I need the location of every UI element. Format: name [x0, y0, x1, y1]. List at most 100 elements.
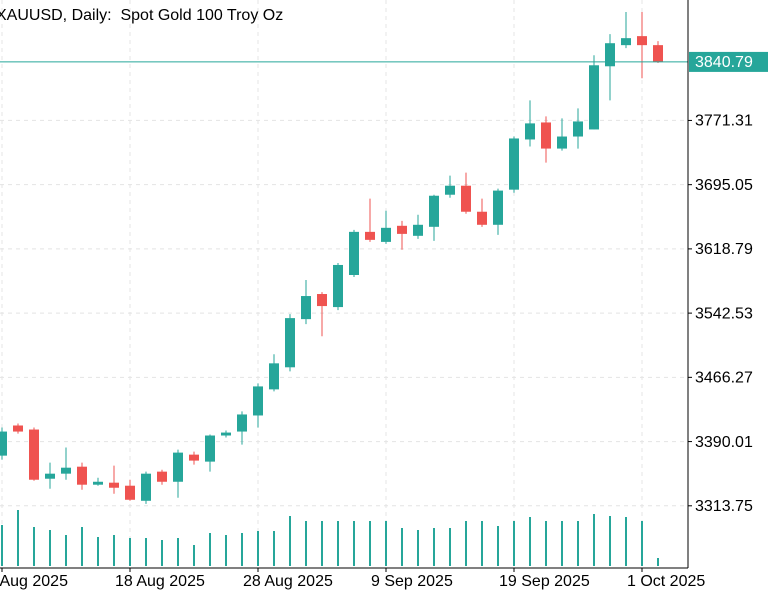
candle-body	[445, 185, 455, 195]
volume-bar	[577, 521, 579, 566]
volume-bar	[657, 558, 659, 566]
candle-body	[269, 363, 279, 390]
candle-body	[477, 211, 487, 225]
volume-bar	[209, 533, 211, 566]
x-tick-label: 8 Aug 2025	[0, 573, 68, 590]
volume-bar	[545, 521, 547, 566]
volume-bar	[305, 521, 307, 566]
candle-body	[493, 190, 503, 225]
candle-body	[285, 318, 295, 368]
candle-body	[141, 473, 151, 501]
volume-bar	[385, 521, 387, 566]
volume-bar	[129, 538, 131, 566]
volume-bar	[481, 521, 483, 566]
candle-body	[253, 386, 263, 416]
price-label-box	[689, 51, 768, 72]
y-tick-label: 3542.53	[695, 305, 753, 322]
x-tick-label: 1 Oct 2025	[627, 573, 705, 590]
volume-bar	[401, 528, 403, 566]
candle-body	[573, 121, 583, 137]
volume-bar	[497, 526, 499, 566]
y-tick-label: 3771.31	[695, 113, 753, 130]
candle-body	[333, 264, 343, 308]
candle-body	[349, 231, 359, 275]
candle-body	[237, 414, 247, 432]
volume-bar	[289, 516, 291, 566]
chart-title: XAUUSD, Daily: Spot Gold 100 Troy Oz	[0, 7, 283, 24]
volume-bar	[97, 537, 99, 566]
candle-body	[45, 473, 55, 479]
volume-bar	[353, 521, 355, 566]
candle-body	[125, 485, 135, 500]
candle-body	[13, 425, 23, 432]
candle-body	[173, 452, 183, 482]
candle-body	[653, 45, 663, 62]
candle-body	[429, 195, 439, 227]
volume-bar	[33, 527, 35, 566]
volume-bar	[225, 535, 227, 566]
x-tick-label: 19 Sep 2025	[499, 573, 590, 590]
candle-body	[109, 482, 119, 488]
volume-bar	[641, 521, 643, 566]
volume-bar	[321, 521, 323, 566]
candle-body	[509, 138, 519, 190]
labels: 3313.75 3390.01 3466.27 3542.53 3618.79 3695.…	[0, 51, 768, 590]
volume-bar	[369, 521, 371, 566]
y-tick-label: 3618.79	[695, 241, 753, 258]
candle-body	[157, 471, 167, 482]
candle-body	[461, 185, 471, 212]
volume-bar	[449, 528, 451, 566]
candle-body	[29, 429, 39, 480]
candle-body	[413, 224, 423, 236]
candle-body	[189, 454, 199, 461]
volume-bar	[113, 535, 115, 566]
price-label: 3840.79	[695, 54, 753, 71]
candle-body	[317, 294, 327, 307]
volume-bar	[465, 521, 467, 566]
volume-bar	[433, 528, 435, 566]
volume-bar	[625, 517, 627, 566]
candle-body	[637, 36, 647, 46]
volume-bar	[193, 545, 195, 566]
candle-body	[0, 431, 7, 456]
candle-body	[397, 225, 407, 234]
candle-body	[301, 296, 311, 320]
volume-bar	[273, 531, 275, 566]
volume-bar	[241, 533, 243, 566]
volume-bar	[609, 516, 611, 566]
marks	[0, 12, 688, 566]
y-tick-label: 3466.27	[695, 370, 753, 387]
volume-bar	[81, 527, 83, 566]
candle-body	[557, 136, 567, 149]
candle-body	[541, 122, 551, 149]
volume-bar	[161, 540, 163, 566]
volume-bar	[1, 525, 3, 566]
candle-body	[621, 38, 631, 46]
volume-bar	[49, 530, 51, 566]
volume-bar	[145, 538, 147, 566]
volume-bar	[561, 521, 563, 566]
y-tick-label: 3695.05	[695, 177, 753, 194]
candle-body	[525, 123, 535, 140]
volume-bar	[17, 510, 19, 566]
candle-body	[605, 43, 615, 67]
x-tick-label: 9 Sep 2025	[371, 573, 453, 590]
candle-body	[365, 231, 375, 240]
candle-body	[221, 432, 231, 436]
candle-body	[61, 467, 71, 474]
volume-bar	[513, 521, 515, 566]
volume-bar	[257, 531, 259, 566]
volume-bar	[417, 530, 419, 566]
x-tick-label: 28 Aug 2025	[243, 573, 333, 590]
volume-bar	[177, 538, 179, 566]
y-tick-label: 3390.01	[695, 434, 753, 451]
x-tick-label: 18 Aug 2025	[115, 573, 205, 590]
candle-body	[589, 65, 599, 130]
candle-body	[77, 466, 87, 485]
volume-bar	[593, 514, 595, 566]
candle-body	[205, 435, 215, 462]
volume-bar	[337, 521, 339, 566]
y-tick-label: 3313.75	[695, 498, 753, 515]
